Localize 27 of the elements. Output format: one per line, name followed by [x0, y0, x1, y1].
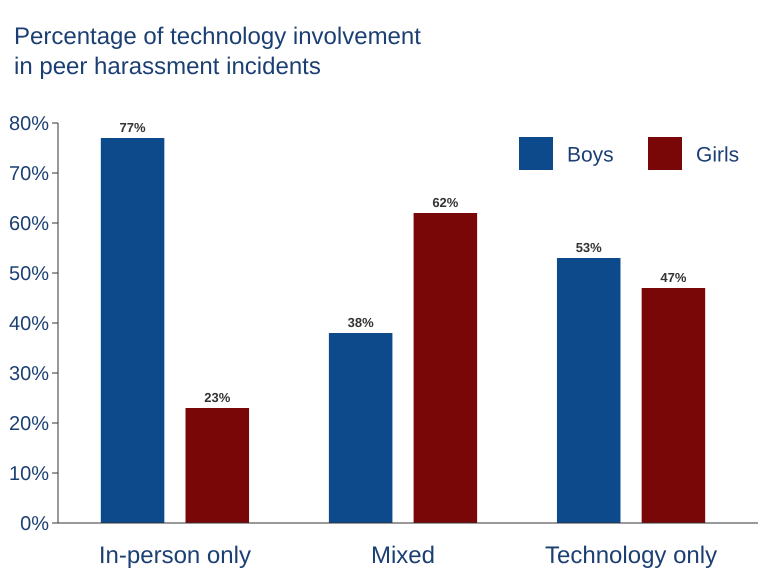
- legend-label: Boys: [567, 143, 614, 166]
- data-label: 53%: [576, 240, 602, 255]
- x-tick-label: Mixed: [370, 542, 436, 569]
- bar: [328, 333, 392, 523]
- y-tick-label: 70%: [8, 163, 50, 185]
- legend-label: Girls: [696, 143, 740, 166]
- bar: [556, 258, 620, 523]
- data-label: 62%: [432, 195, 459, 210]
- data-label: 38%: [348, 315, 374, 330]
- bar: [100, 138, 164, 523]
- chart-title: Percentage of technology involvement in peer harassment incidents: [14, 23, 422, 80]
- y-tick-label: 40%: [8, 313, 50, 335]
- x-tick-label: In-person only: [98, 542, 251, 569]
- y-tick-label: 80%: [8, 113, 50, 135]
- y-tick-label: 50%: [8, 263, 50, 285]
- y-tick-label: 0%: [20, 513, 50, 535]
- bar: [414, 213, 478, 523]
- bar: [642, 288, 706, 523]
- data-label: 77%: [120, 120, 146, 135]
- y-tick-label: 60%: [8, 213, 50, 235]
- y-tick-label: 30%: [8, 363, 50, 385]
- bar: [186, 408, 250, 523]
- y-tick-label: 20%: [8, 413, 50, 435]
- data-label: 47%: [660, 270, 687, 285]
- x-tick-label: Technology only: [545, 542, 718, 569]
- data-label: 23%: [204, 390, 231, 405]
- y-tick-label: 10%: [8, 463, 50, 485]
